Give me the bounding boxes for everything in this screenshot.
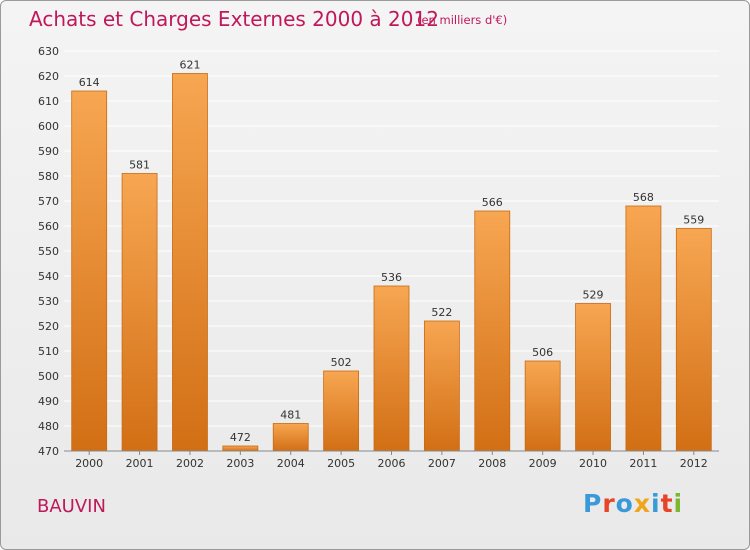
value-label-2009: 506 <box>532 346 553 359</box>
bar-2009[interactable] <box>524 360 561 452</box>
logo-letter: t <box>660 489 674 518</box>
proxiti-logo[interactable]: Proxiti <box>583 489 683 518</box>
logo-letter: P <box>583 489 603 518</box>
bar-2012[interactable] <box>675 228 712 452</box>
x-tick-label-2012: 2012 <box>680 457 708 470</box>
logo-letter: o <box>615 489 634 518</box>
y-tick-label: 550 <box>38 245 59 258</box>
x-tick-label-2007: 2007 <box>428 457 456 470</box>
x-axis-ticks: 2000 2001 2002 2003 2004 2005 2006 2007 2008 2009… <box>64 450 719 470</box>
bar-2004[interactable] <box>272 423 309 452</box>
logo-letter: i <box>651 489 661 518</box>
bar-2008[interactable] <box>474 210 511 452</box>
y-tick-label: 580 <box>38 170 59 183</box>
value-label-2004: 481 <box>280 409 301 422</box>
y-tick-label: 570 <box>38 195 59 208</box>
bar-2005[interactable] <box>323 370 360 452</box>
value-label-2010: 529 <box>583 289 604 302</box>
bar-2002[interactable] <box>172 73 208 452</box>
value-label-2011: 568 <box>633 191 654 204</box>
chart-title: Achats et Charges Externes 2000 à 2012 <box>29 7 439 31</box>
value-label-2006: 536 <box>381 271 402 284</box>
x-tick-label-2004: 2004 <box>277 457 305 470</box>
bar-2003[interactable] <box>222 445 259 452</box>
value-label-2008: 566 <box>482 196 503 209</box>
bars <box>71 73 712 452</box>
value-label-2000: 614 <box>79 76 100 89</box>
x-tick-label-2000: 2000 <box>75 457 103 470</box>
y-tick-label: 560 <box>38 220 59 233</box>
y-tick-label: 480 <box>38 420 59 433</box>
y-axis-ticks: 470 480 490 500 510 520 530 540 550 560 570 580 590 6… <box>38 45 59 458</box>
value-label-2005: 502 <box>331 356 352 369</box>
bar-2007[interactable] <box>423 320 460 452</box>
x-tick-label-2009: 2009 <box>529 457 557 470</box>
x-tick-label-2010: 2010 <box>579 457 607 470</box>
y-tick-label: 540 <box>38 270 59 283</box>
logo-letter: x <box>633 489 651 518</box>
value-label-2001: 581 <box>129 159 150 172</box>
y-tick-label: 630 <box>38 45 59 58</box>
value-label-2002: 621 <box>179 59 200 72</box>
bar-2000[interactable] <box>71 90 108 452</box>
y-tick-label: 590 <box>38 145 59 158</box>
bar-2011[interactable] <box>625 205 662 452</box>
bar-2001[interactable] <box>121 173 158 452</box>
x-tick-label-2001: 2001 <box>126 457 154 470</box>
y-tick-label: 510 <box>38 345 59 358</box>
y-tick-label: 600 <box>38 120 59 133</box>
bar-2010[interactable] <box>575 303 611 452</box>
x-tick-label-2002: 2002 <box>176 457 204 470</box>
y-tick-label: 500 <box>38 370 59 383</box>
value-label-2007: 522 <box>431 306 452 319</box>
y-tick-label: 530 <box>38 295 59 308</box>
logo-letter: r <box>602 489 616 518</box>
y-tick-label: 490 <box>38 395 59 408</box>
commune-name: BAUVIN <box>37 496 106 517</box>
x-tick-label-2008: 2008 <box>478 457 506 470</box>
chart-subtitle: (en milliers d'€) <box>417 13 508 27</box>
x-tick-label-2005: 2005 <box>327 457 355 470</box>
y-tick-label: 610 <box>38 95 59 108</box>
x-tick-label-2006: 2006 <box>378 457 406 470</box>
x-tick-label-2011: 2011 <box>629 457 657 470</box>
x-tick-label-2003: 2003 <box>226 457 254 470</box>
y-tick-label: 520 <box>38 320 59 333</box>
y-tick-label: 470 <box>38 445 59 458</box>
y-tick-label: 620 <box>38 70 59 83</box>
bar-2006[interactable] <box>373 285 410 452</box>
logo-letter: i <box>673 489 684 518</box>
value-label-2012: 559 <box>683 214 704 227</box>
value-labels: 614 581 621 472 481 502 536 522 566 506 529 568 559 <box>79 59 705 445</box>
value-label-2003: 472 <box>230 431 251 444</box>
